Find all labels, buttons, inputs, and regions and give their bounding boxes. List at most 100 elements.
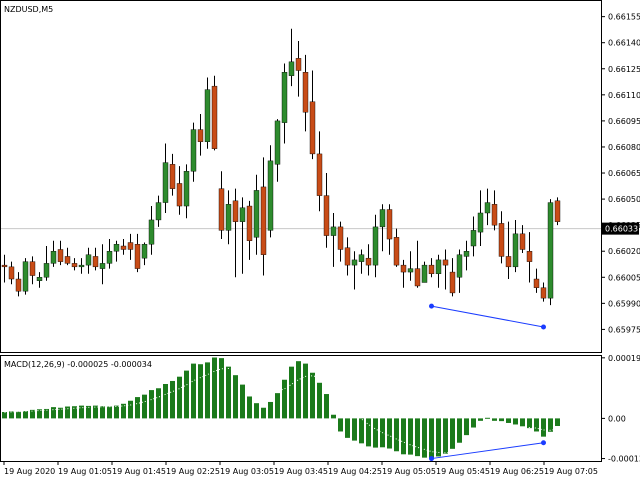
macd-bar [219, 358, 224, 419]
price-pane[interactable] [0, 0, 602, 353]
bear-candle [344, 247, 351, 266]
time-axis: 19 Aug 2020 19 Aug 01:05 19 Aug 01:45 19 Au… [3, 461, 598, 476]
macd-bar [100, 406, 105, 419]
macd-bar [548, 418, 553, 432]
macd-title: MACD(12,26,9) -0.000025 -0.000034 [4, 360, 152, 369]
macd-bar [128, 400, 133, 419]
bear-candle [365, 257, 372, 266]
macd-bar [352, 418, 357, 441]
bull-candle [358, 254, 365, 262]
macd-bar [324, 394, 329, 419]
price-tick-label: 0.66080 [608, 143, 640, 152]
bear-candle [505, 256, 512, 268]
macd-bar [387, 418, 392, 449]
time-tick-label: 19 Aug 05:05 [382, 467, 436, 476]
macd-bar [233, 375, 238, 419]
macd-bar [555, 418, 560, 426]
price-tick-label: 0.66050 [608, 195, 640, 204]
bear-candle [8, 266, 15, 280]
macd-bar [205, 362, 210, 419]
bull-candle [162, 162, 169, 203]
macd-bar [296, 361, 301, 419]
macd-bar [163, 384, 168, 419]
symbol-title: NZDUSD,M5 [4, 5, 53, 14]
bear-candle [211, 85, 218, 149]
bear-candle [414, 268, 421, 287]
price-trendline-end-point [541, 324, 546, 330]
macd-bar [450, 418, 455, 449]
macd-trendline-end-point [541, 440, 546, 446]
bull-candle [225, 204, 232, 231]
bull-candle [99, 263, 106, 269]
macd-trendline[interactable] [429, 440, 546, 462]
bull-candle [85, 254, 92, 266]
macd-bar [401, 418, 406, 455]
bear-candle [302, 72, 309, 113]
bull-candle [113, 244, 120, 252]
price-tick-label: 0.66140 [608, 39, 640, 48]
price-tick-label: 0.65990 [608, 299, 640, 308]
bull-candle [351, 259, 358, 266]
bear-candle [526, 251, 533, 262]
macd-tick-label: -0.000132 [608, 455, 640, 464]
bull-candle [43, 263, 50, 278]
macd-bar [443, 418, 448, 454]
price-tick-label: 0.66110 [608, 91, 640, 100]
bear-candle [71, 263, 78, 268]
time-tick-label: 19 Aug 06:25 [490, 467, 544, 476]
macd-bar [9, 411, 14, 419]
candlestick-series [1, 28, 561, 306]
macd-bar [37, 409, 42, 419]
macd-bar [65, 406, 70, 419]
bull-candle [463, 251, 470, 257]
macd-bar [23, 411, 28, 419]
macd-bar [135, 397, 140, 419]
bear-candle [29, 261, 36, 276]
macd-tick-label: 0.00 [608, 414, 626, 423]
price-tick-label: 0.66125 [608, 65, 640, 74]
time-tick-label: 19 Aug 01:45 [112, 467, 166, 476]
bear-candle [120, 245, 127, 250]
macd-bar [471, 418, 476, 428]
macd-signal-line [4, 367, 558, 454]
price-trendline[interactable] [429, 303, 546, 330]
macd-tick-label: 0.000199 [608, 354, 640, 363]
macd-bar [457, 418, 462, 443]
bear-candle [127, 242, 134, 250]
bull-candle [36, 277, 43, 281]
bull-candle [470, 230, 477, 247]
macd-bar [464, 418, 469, 436]
macd-bar [240, 384, 245, 419]
macd-bar [422, 418, 427, 458]
bull-candle [435, 259, 442, 275]
bear-candle [176, 183, 183, 207]
macd-bar [345, 418, 350, 438]
bear-candle [92, 256, 99, 268]
price-trendline-start-point [429, 303, 434, 309]
bear-candle [309, 101, 316, 155]
bear-candle [57, 249, 64, 262]
macd-bar [478, 418, 483, 421]
bull-candle [253, 190, 260, 238]
bull-candle [22, 261, 29, 292]
bull-candle [547, 202, 554, 299]
macd-bar [184, 370, 189, 419]
bear-candle [232, 200, 239, 222]
price-tick-label: 0.65975 [608, 325, 640, 334]
macd-bar [58, 407, 63, 419]
macd-bar [415, 418, 420, 457]
bull-candle [407, 268, 414, 273]
macd-bar [16, 411, 21, 419]
macd-bar [191, 363, 196, 419]
bull-candle [484, 202, 491, 214]
macd-bar [261, 407, 266, 419]
macd-axis: 0.000199 0.00 -0.000132 [601, 354, 640, 464]
macd-bar [275, 393, 280, 419]
macd-bar [72, 406, 77, 419]
macd-bar [499, 418, 504, 422]
macd-bar [317, 382, 322, 419]
macd-bar [394, 418, 399, 452]
macd-bar [149, 390, 154, 419]
